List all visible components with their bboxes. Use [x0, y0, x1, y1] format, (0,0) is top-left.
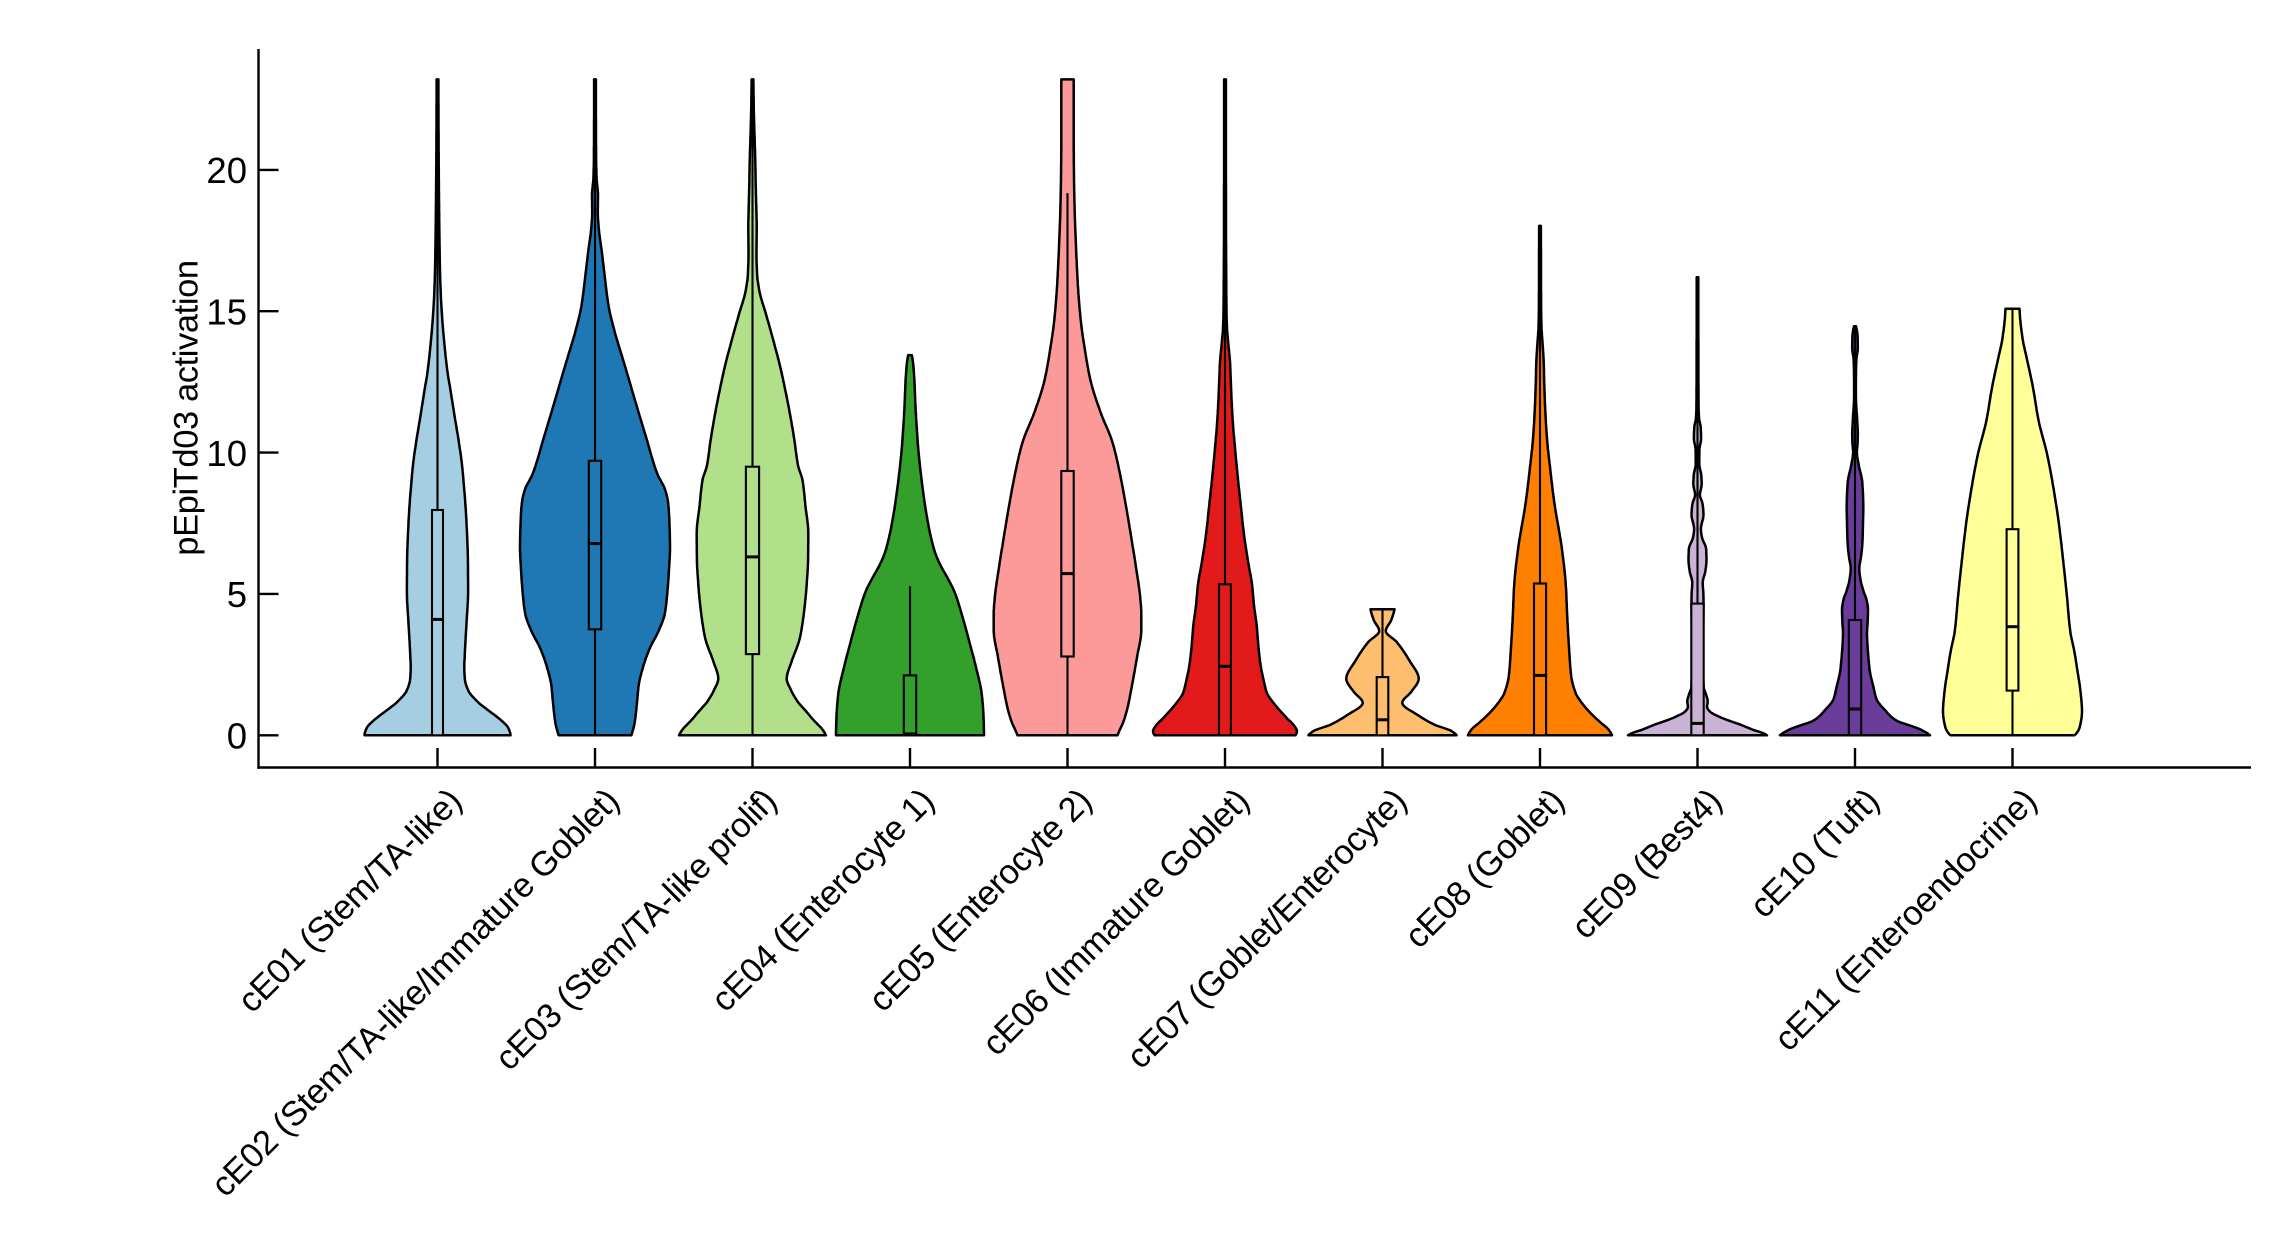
svg-text:pEpiTd03 activation: pEpiTd03 activation	[168, 260, 206, 555]
svg-text:20: 20	[206, 150, 247, 191]
svg-text:10: 10	[206, 433, 247, 474]
svg-text:15: 15	[206, 291, 247, 332]
svg-text:5: 5	[227, 574, 247, 615]
svg-text:0: 0	[227, 716, 247, 757]
